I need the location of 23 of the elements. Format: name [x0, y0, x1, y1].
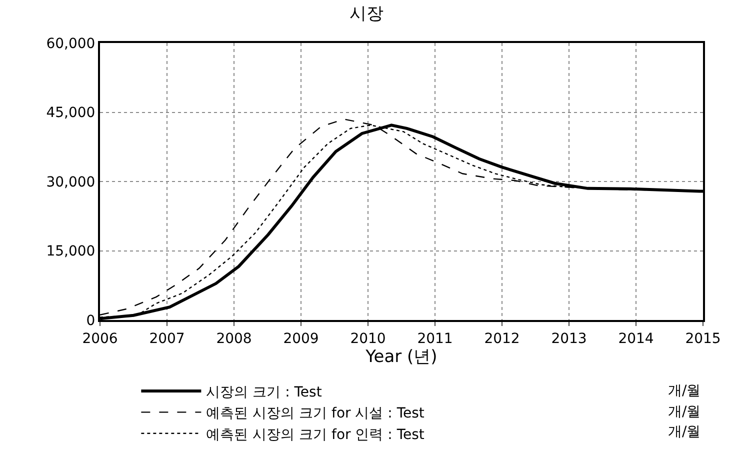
y-tick-label: 30,000: [46, 174, 96, 190]
x-tick-label: 2008: [216, 330, 252, 347]
x-tick-label: 2013: [551, 330, 587, 347]
x-tick-label: 2015: [685, 330, 721, 347]
x-tick-label: 2012: [484, 330, 520, 347]
x-tick-label: 2009: [283, 330, 319, 347]
y-tick-label: 45,000: [46, 105, 96, 122]
y-tick-label: 60,000: [46, 36, 96, 52]
text: 개/월: [668, 383, 701, 399]
y-tick-label: 15,000: [46, 244, 96, 260]
x-axis-title: Year (년): [364, 346, 438, 367]
legend-label: 예측된 시장의 크기 for 인력 : Test: [206, 426, 425, 443]
chart-title: 시장: [350, 4, 384, 24]
x-tick-label: 2007: [149, 330, 185, 347]
legend-label: 예측된 시장의 크기 for 시설 : Test: [206, 406, 425, 422]
text: 개/월: [668, 404, 701, 420]
x-tick-label: 2006: [82, 330, 118, 347]
y-tick-label: 0: [86, 312, 96, 329]
x-tick-label: 2014: [618, 330, 654, 347]
x-tick-label: 2011: [417, 330, 453, 347]
legend-label: 시장의 크기 : Test: [206, 384, 322, 400]
text: 개/월: [668, 424, 701, 440]
x-tick-label: 2010: [350, 330, 386, 347]
